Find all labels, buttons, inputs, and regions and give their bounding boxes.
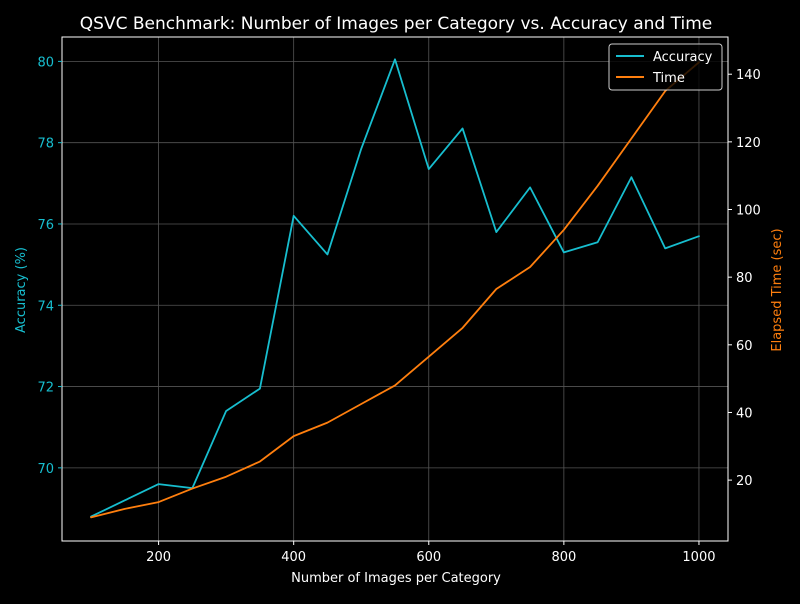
- y-left-tick-label: 78: [37, 137, 54, 152]
- y-left-tick-label: 70: [37, 462, 54, 477]
- chart-title: QSVC Benchmark: Number of Images per Cat…: [80, 14, 712, 34]
- x-tick-label: 600: [416, 550, 441, 565]
- plot-series: [90, 58, 700, 519]
- x-tick-label: 400: [281, 550, 306, 565]
- y-right-tick-label: 60: [736, 339, 753, 354]
- y-right-tick-label: 120: [736, 136, 761, 151]
- x-tick-label: 1000: [682, 550, 715, 565]
- x-axis-label: Number of Images per Category: [291, 571, 501, 586]
- y-left-tick-label: 80: [37, 55, 54, 70]
- y-right-tick-label: 100: [736, 204, 761, 219]
- y-axis-left-label: Accuracy (%): [14, 247, 29, 333]
- y-right-tick-label: 20: [736, 474, 753, 489]
- x-axis: 200 400 600 800 1000: [146, 541, 716, 565]
- y-left-tick-label: 76: [37, 218, 54, 233]
- legend-label-accuracy: Accuracy: [653, 50, 713, 65]
- y-left-tick-label: 72: [37, 381, 54, 396]
- x-tick-label: 800: [551, 550, 576, 565]
- x-tick-label: 200: [146, 550, 171, 565]
- legend: Accuracy Time: [608, 43, 723, 91]
- y-axis-right-label: Elapsed Time (sec): [770, 228, 785, 351]
- y-left-tick-label: 74: [37, 299, 54, 314]
- y-axis-right: 20 40 60 80 100 120 140: [728, 68, 761, 489]
- y-right-tick-label: 40: [736, 406, 753, 421]
- y-right-tick-label: 80: [736, 271, 753, 286]
- plot-frame: [61, 36, 729, 542]
- legend-label-time: Time: [652, 71, 685, 86]
- series-line-time: [90, 61, 700, 519]
- y-axis-left: 70 72 74 76 78 80: [37, 55, 62, 477]
- y-right-tick-label: 140: [736, 68, 761, 83]
